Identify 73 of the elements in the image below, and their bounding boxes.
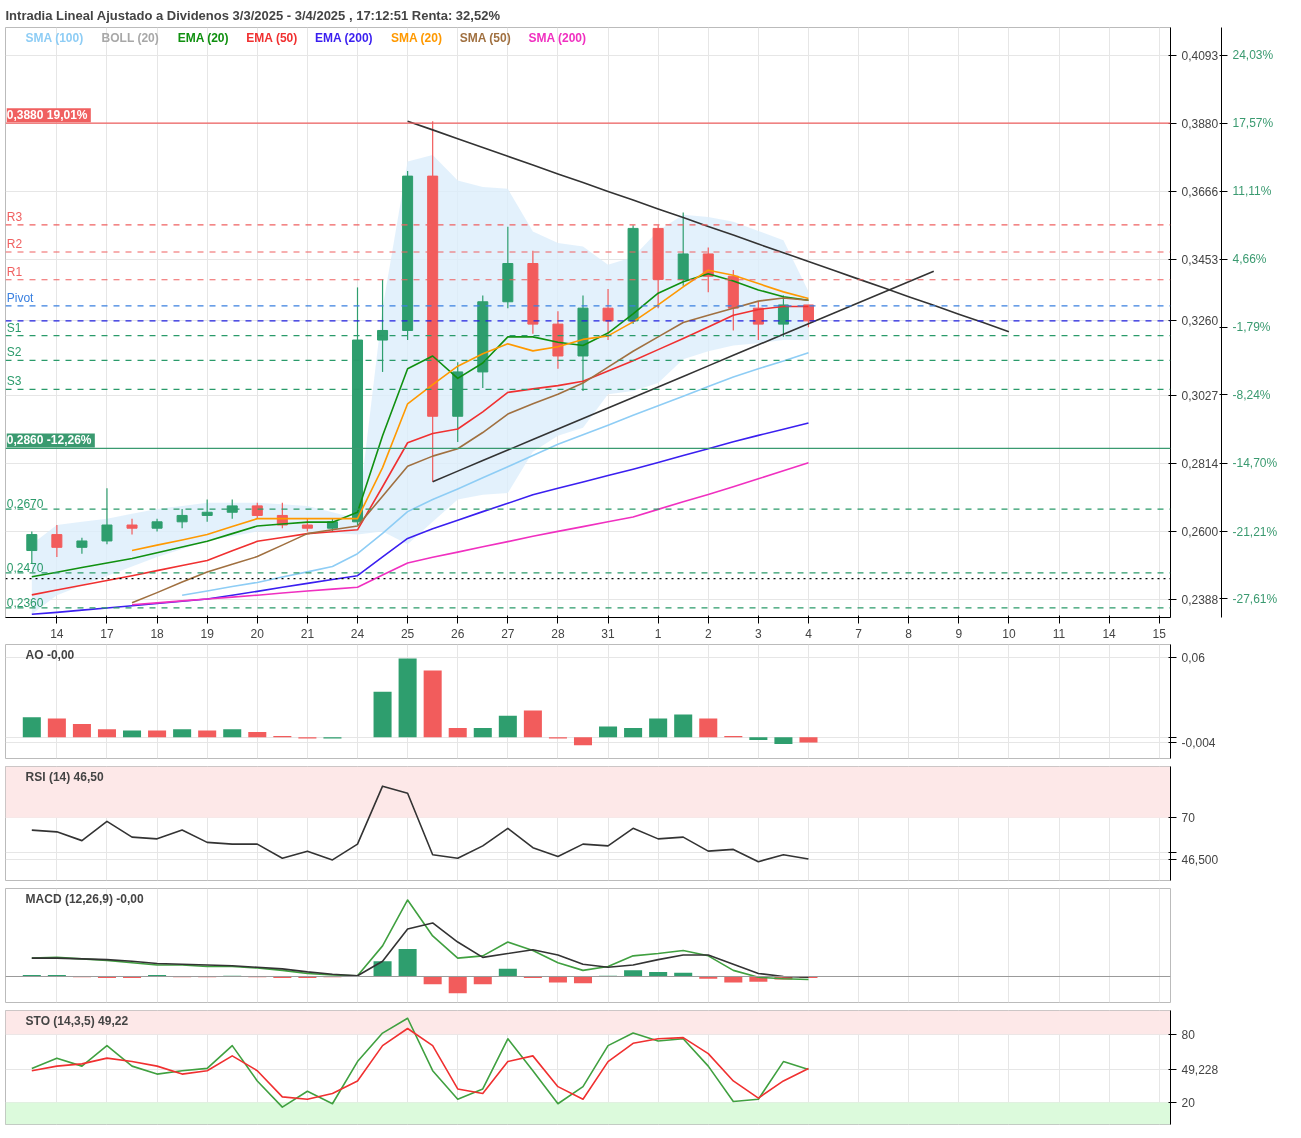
y-tick-label: 0,4093 [1181, 48, 1219, 63]
y2-tick-label: -1,79% [1232, 320, 1271, 335]
y-tick-label: 49,228 [1181, 1062, 1219, 1077]
x-tick-label: 9 [955, 626, 963, 641]
y-tick-label: 0,3453 [1181, 252, 1219, 267]
x-tick-label: 26 [451, 626, 465, 641]
ref-line-label: S1 [6, 320, 22, 335]
y2-tick-label: 4,66% [1232, 252, 1267, 267]
y2-tick-label: 24,03% [1232, 48, 1274, 63]
x-tick-label: 19 [200, 626, 215, 641]
y-tick-label: 70 [1181, 811, 1196, 826]
y-tick-label: 0,2814 [1181, 456, 1219, 471]
y2-tick-label: -14,70% [1232, 456, 1278, 471]
y2-tick-label: -8,24% [1232, 388, 1271, 402]
x-tick-label: 18 [150, 626, 165, 641]
ref-line-label: 0,2860 -12,26% [6, 433, 92, 448]
annotation: BOLL (20) [101, 30, 159, 45]
text: EMA (50) [246, 30, 298, 45]
y-tick-label: 0,3666 [1181, 184, 1219, 199]
ref-line-label: R2 [6, 237, 23, 252]
x-tick-label: 10 [1002, 626, 1016, 641]
y-tick-label: 0,3260 [1181, 314, 1219, 329]
y-tick-label: 0,3880 [1181, 116, 1219, 131]
ref-line-label: R1 [6, 264, 23, 279]
text: EMA (200) [315, 30, 373, 45]
ref-line-label: 0,3880 19,01% [6, 108, 88, 123]
chart-title: STO (14,3,5) 49,22 [25, 1013, 129, 1028]
text: SMA (200) [528, 30, 587, 45]
y-tick-label: 80 [1181, 1027, 1196, 1042]
ref-line-label: R3 [6, 209, 23, 224]
x-tick-label: 14 [50, 626, 64, 641]
y2-tick-label: 11,11% [1232, 184, 1272, 199]
x-tick-label: 2 [704, 626, 712, 641]
x-tick-label: 24 [350, 626, 365, 641]
y-tick-label: 20 [1181, 1096, 1196, 1111]
y-tick-label: 0,2388 [1181, 592, 1219, 607]
x-tick-label: 20 [250, 626, 265, 641]
x-tick-label: 8 [905, 626, 913, 641]
x-tick-label: 7 [855, 626, 863, 641]
x-tick-label: 11 [1052, 626, 1066, 641]
text: EMA (20) [177, 30, 229, 45]
y-tick-label: 46,500 [1181, 852, 1219, 867]
x-tick-label: 17 [100, 626, 114, 641]
y-tick-label: 0,2600 [1181, 524, 1219, 539]
y-tick-label: -0,004 [1181, 736, 1216, 751]
x-tick-label: 15 [1152, 626, 1167, 641]
x-tick-label: 27 [501, 626, 515, 641]
x-tick-label: 31 [601, 626, 616, 641]
x-tick-label: 1 [654, 626, 662, 641]
ref-line-label: S2 [6, 345, 22, 360]
chart-title: Intradia Lineal Ajustado a Dividenos 3/3/2025 - 3/4/2025 , 17:12:51 Renta: 32,52% [5, 7, 501, 23]
x-tick-label: 3 [755, 626, 763, 641]
text: SMA (20) [391, 30, 442, 45]
chart-title: RSI (14) 46,50 [25, 769, 104, 784]
text: SMA (100) [25, 30, 84, 45]
ref-line-label: Pivot [6, 290, 35, 305]
chart-title: AO -0,00 [25, 647, 75, 662]
x-tick-label: 25 [400, 626, 415, 641]
ref-line-label: 0,2670 [6, 497, 44, 512]
y2-tick-label: -21,21% [1232, 524, 1278, 539]
y2-tick-label: -27,61% [1232, 591, 1278, 606]
y2-tick-label: 17,57% [1232, 116, 1274, 131]
text: SMA (50) [459, 30, 511, 45]
ref-line-label: 0,2360 [6, 595, 44, 610]
ref-line-label: S3 [6, 374, 22, 389]
y-tick-label: 0,3027 [1181, 388, 1219, 403]
x-tick-label: 28 [551, 626, 565, 641]
x-tick-label: 4 [805, 626, 813, 641]
x-tick-label: 21 [300, 626, 315, 641]
chart-title: MACD (12,26,9) -0,00 [25, 891, 144, 906]
x-tick-label: 14 [1102, 626, 1117, 641]
ref-line-label: 0,2470 [6, 560, 44, 575]
y-tick-label: 0,06 [1181, 650, 1206, 665]
